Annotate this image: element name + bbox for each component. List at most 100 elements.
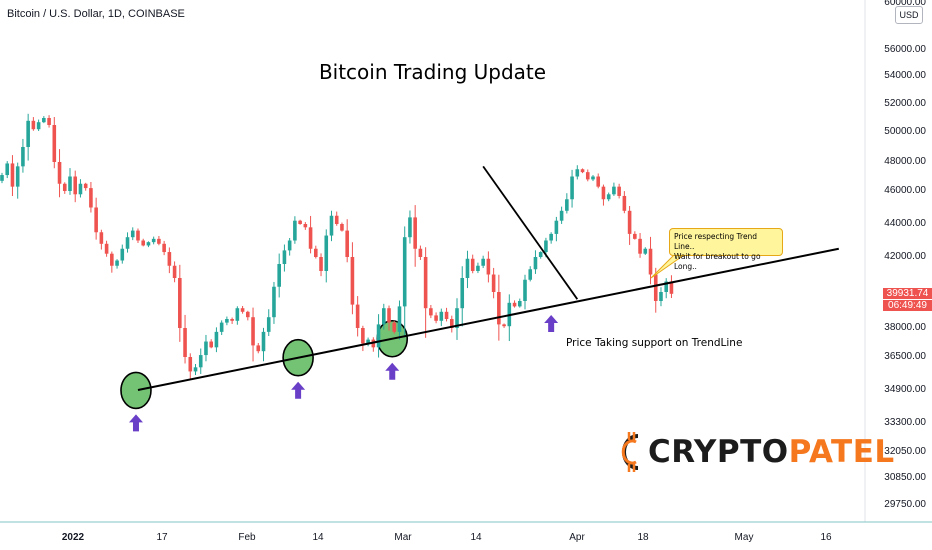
candle-body <box>345 230 349 257</box>
candle-body <box>439 311 444 321</box>
price-tick-label: 54000.00 <box>884 70 926 81</box>
price-tick-label: 48000.00 <box>884 156 926 167</box>
logo-wordmark: CRYPTOPATEL <box>648 434 895 470</box>
candle-body <box>219 322 224 332</box>
time-tick-label: 14 <box>470 532 482 543</box>
candle-body <box>5 163 10 176</box>
candle-body <box>476 265 480 271</box>
candle-body <box>429 308 433 316</box>
candle-body <box>230 319 234 321</box>
current-price-label: 39931.74 <box>883 288 932 299</box>
candle-body <box>601 186 606 200</box>
time-tick-label: Apr <box>569 532 585 543</box>
candle-body <box>549 233 553 241</box>
candle-body <box>47 118 51 125</box>
candle-body <box>130 230 135 238</box>
candle-body <box>491 274 496 292</box>
bitcoin-c-logo-icon <box>621 432 639 472</box>
candle-body <box>470 258 475 271</box>
candle-body <box>141 240 146 246</box>
candle-body <box>172 265 177 278</box>
candle-body <box>575 169 580 177</box>
candle-body <box>512 302 517 307</box>
candle-body <box>585 172 590 180</box>
currency-button[interactable]: USD <box>895 6 923 24</box>
time-tick-label: 16 <box>820 532 832 543</box>
price-tick-label: 30850.00 <box>884 472 926 483</box>
candle-body <box>157 238 161 244</box>
candle-body <box>434 315 438 321</box>
candle-body <box>381 308 386 325</box>
candle-body <box>287 240 292 251</box>
candle-body <box>89 188 93 208</box>
candle-body <box>570 176 574 200</box>
candle-body <box>125 237 130 249</box>
support-trendline[interactable] <box>137 247 839 391</box>
cryptopatel-logo: CRYPTOPATEL <box>618 428 895 476</box>
candle-body <box>319 257 323 271</box>
candle-body <box>146 242 151 246</box>
price-tick-label: 56000.00 <box>884 44 926 55</box>
up-arrow-icon <box>544 315 559 332</box>
candle-body <box>397 306 402 332</box>
candle-body <box>643 248 648 254</box>
price-tick-label: 42000.00 <box>884 251 926 262</box>
candle-body <box>256 345 261 352</box>
candle-body <box>110 253 114 266</box>
candle-body <box>21 147 25 167</box>
price-tick-label: 50000.00 <box>884 126 926 137</box>
candle-body <box>308 227 313 249</box>
candle-body <box>83 183 88 189</box>
candle-body <box>188 357 193 372</box>
candle-body <box>57 162 62 184</box>
up-arrow-icon <box>128 414 143 432</box>
resistance-trendline[interactable] <box>482 165 579 300</box>
candle-body <box>653 274 658 301</box>
candle-body <box>565 199 569 211</box>
candle-body <box>402 237 407 307</box>
price-tick-label: 44000.00 <box>884 218 926 229</box>
candle-body <box>617 186 621 196</box>
time-tick-label: 17 <box>156 532 168 543</box>
candle-body <box>350 257 355 305</box>
symbol-header: Bitcoin / U.S. Dollar, 1D, COINBASE <box>7 8 185 20</box>
price-tick-label: 33300.00 <box>884 417 926 428</box>
candle-body <box>214 331 219 348</box>
time-tick-label: Mar <box>394 532 412 543</box>
candle-body <box>544 240 548 253</box>
candle-body <box>240 308 245 312</box>
candle-body <box>73 176 78 195</box>
candle-body <box>246 311 250 318</box>
candle-body <box>303 224 308 228</box>
candle-body <box>136 230 140 241</box>
candle-body <box>334 215 339 224</box>
candle-body <box>460 278 465 309</box>
support-touch-circle[interactable] <box>120 371 152 410</box>
candle-body <box>465 258 470 278</box>
candle-body <box>648 248 653 275</box>
candle-body <box>151 238 156 243</box>
candle-body <box>251 317 255 346</box>
price-tick-label: 29750.00 <box>884 499 926 510</box>
candle-body <box>528 269 533 280</box>
chart-title: Bitcoin Trading Update <box>318 60 547 84</box>
candle-body <box>523 279 527 301</box>
candle-body <box>52 125 57 162</box>
candle-body <box>36 122 41 130</box>
trendline-callout: Price respecting Trend Line.. Wait for b… <box>669 228 783 271</box>
price-tick-label: 36500.00 <box>884 351 926 362</box>
up-arrow-icon <box>291 381 306 399</box>
price-tick-label: 34900.00 <box>884 384 926 395</box>
candle-body <box>104 243 109 254</box>
candle-body <box>314 248 318 257</box>
candle-body <box>235 308 240 321</box>
candle-body <box>392 322 397 332</box>
candle-body <box>162 243 166 253</box>
candle-body <box>68 176 72 191</box>
candle-body <box>596 176 601 187</box>
candle-body <box>329 215 334 236</box>
candle-body <box>669 281 674 294</box>
candle-body <box>486 258 491 275</box>
candle-body <box>455 308 459 328</box>
